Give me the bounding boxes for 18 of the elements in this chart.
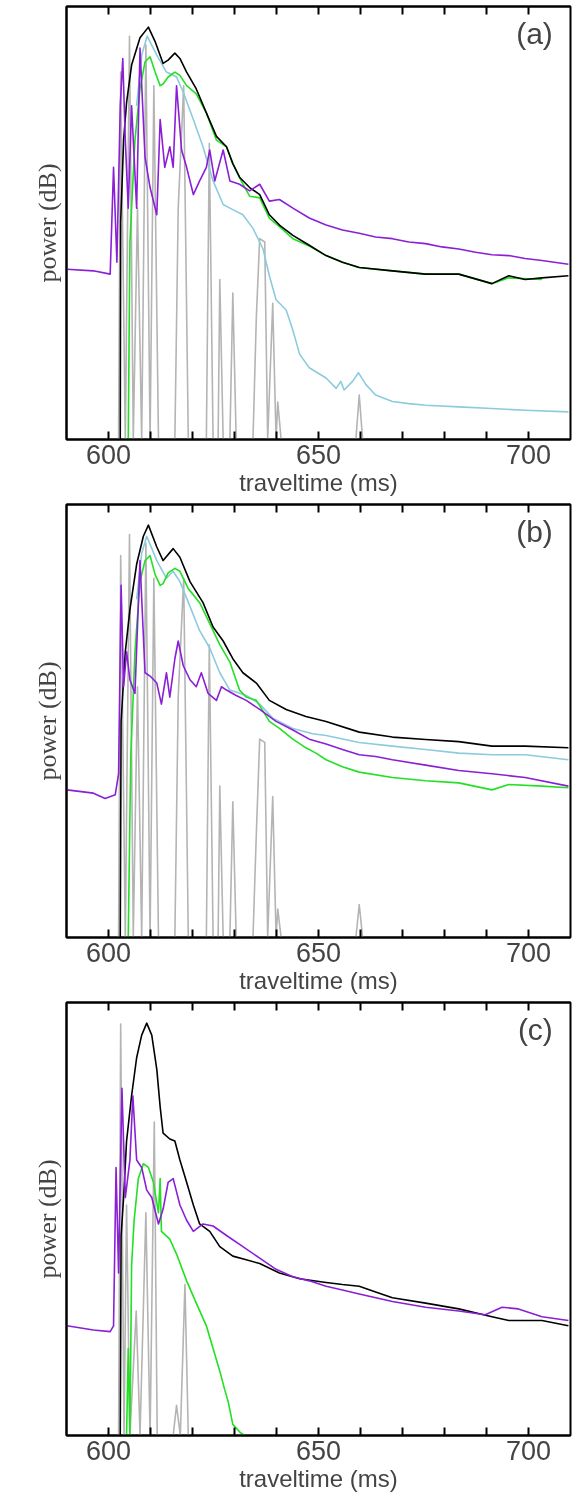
y-axis-title: power (dB) xyxy=(32,661,62,781)
annotation: (c) xyxy=(517,1013,553,1047)
x-tick-label: 700 xyxy=(505,439,552,470)
y-axis-title: power (dB) xyxy=(32,163,62,283)
x-tick-label: 650 xyxy=(295,439,342,470)
x-axis-title: traveltime (ms) xyxy=(239,966,398,994)
x-axis-title: traveltime (ms) xyxy=(239,468,398,496)
x-tick-label: 600 xyxy=(85,1435,132,1466)
x-tick-label: 700 xyxy=(505,937,552,968)
x-tick-label: 650 xyxy=(295,1435,342,1466)
annotation: (b) xyxy=(516,515,553,549)
x-axis-title: traveltime (ms) xyxy=(239,1464,398,1492)
x-tick-label: 700 xyxy=(505,1435,552,1466)
y-axis-title: power (dB) xyxy=(32,1159,62,1279)
x-tick-label: 600 xyxy=(85,937,132,968)
x-tick-label: 650 xyxy=(295,937,342,968)
annotation: (a) xyxy=(516,17,553,51)
x-tick-label: 600 xyxy=(85,439,132,470)
